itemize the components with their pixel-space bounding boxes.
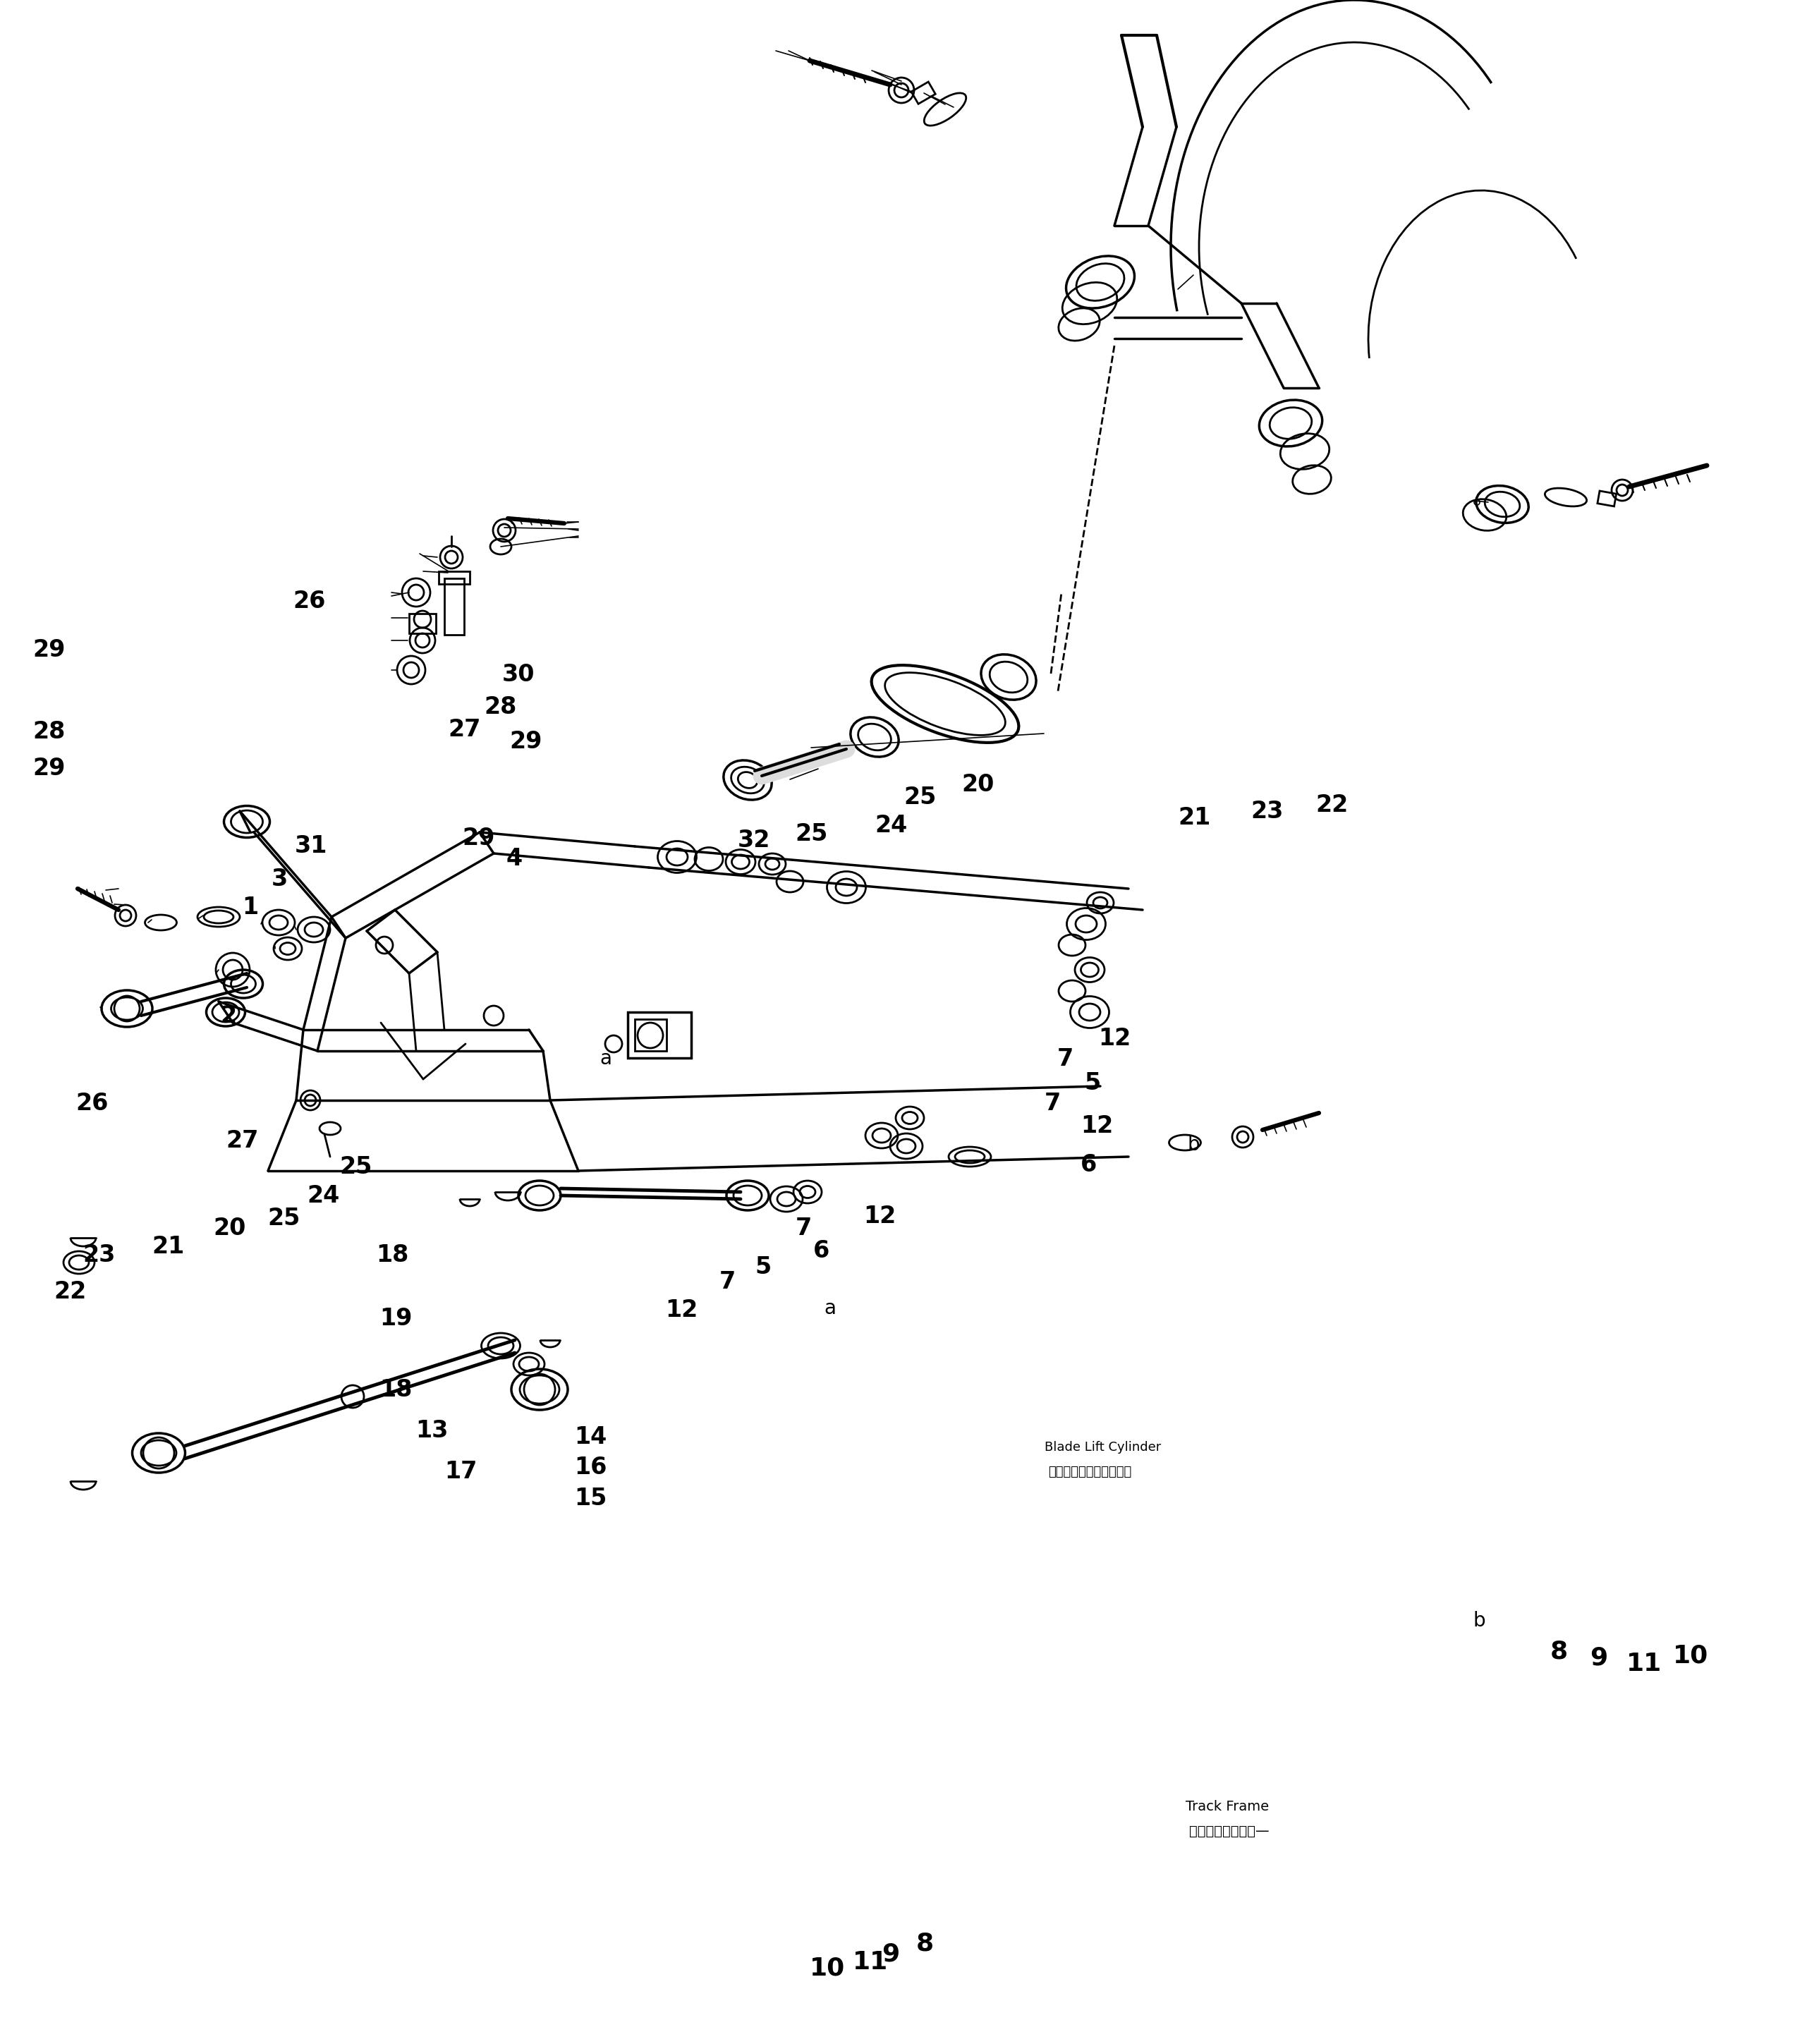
Text: 12: 12: [1099, 1026, 1131, 1051]
Text: 11: 11: [1626, 1652, 1662, 1676]
Text: 5: 5: [1084, 1071, 1100, 1096]
Text: 5: 5: [755, 1255, 772, 1280]
Text: 23: 23: [1250, 799, 1283, 824]
Text: 18: 18: [376, 1243, 408, 1267]
Text: 20: 20: [961, 773, 994, 797]
Text: 7: 7: [719, 1269, 735, 1294]
Text: 3: 3: [271, 867, 287, 891]
Text: 20: 20: [213, 1216, 246, 1241]
Text: 18: 18: [379, 1378, 412, 1402]
Text: 23: 23: [83, 1243, 116, 1267]
Text: 11: 11: [853, 1950, 889, 1975]
Text: 7: 7: [795, 1216, 811, 1241]
Text: 13: 13: [416, 1419, 448, 1443]
Text: 29: 29: [33, 638, 65, 662]
Text: 19: 19: [379, 1306, 412, 1331]
Text: 2: 2: [220, 1004, 237, 1028]
Text: 25: 25: [904, 785, 936, 809]
Text: 15: 15: [575, 1486, 607, 1511]
Text: 17: 17: [445, 1459, 477, 1484]
Text: 7: 7: [1057, 1047, 1073, 1071]
Text: 8: 8: [916, 1932, 934, 1956]
Text: b: b: [1187, 1134, 1200, 1155]
Text: 14: 14: [575, 1425, 607, 1449]
Text: 22: 22: [1315, 793, 1348, 818]
Text: 6: 6: [813, 1239, 829, 1263]
Text: 28: 28: [484, 695, 517, 719]
Bar: [445, 578, 464, 636]
Text: b: b: [1473, 1611, 1485, 1631]
Text: 30: 30: [502, 662, 535, 687]
Text: 25: 25: [795, 822, 828, 846]
Text: 9: 9: [882, 1942, 900, 1966]
Bar: [634, 1020, 667, 1051]
Text: 26: 26: [293, 589, 325, 613]
Text: 24: 24: [875, 814, 907, 838]
Text: 9: 9: [1590, 1645, 1608, 1670]
Text: 7: 7: [1044, 1091, 1061, 1116]
Bar: [439, 572, 470, 585]
Text: 29: 29: [33, 756, 65, 781]
Bar: [408, 613, 435, 634]
Text: 8: 8: [1550, 1639, 1568, 1664]
Text: Track Frame: Track Frame: [1185, 1801, 1269, 1813]
Text: 28: 28: [33, 719, 65, 744]
Text: 1: 1: [242, 895, 258, 920]
Text: 10: 10: [1673, 1643, 1709, 1668]
Text: トラックフレーム—: トラックフレーム—: [1189, 1825, 1269, 1838]
Text: 22: 22: [54, 1280, 87, 1304]
Bar: [1597, 491, 1615, 507]
Bar: [627, 1012, 692, 1059]
Text: 26: 26: [76, 1091, 108, 1116]
Text: 29: 29: [463, 826, 495, 850]
Text: 12: 12: [864, 1204, 896, 1228]
Text: 25: 25: [340, 1155, 372, 1179]
Text: 32: 32: [737, 828, 770, 852]
Text: 27: 27: [448, 717, 481, 742]
Text: a: a: [824, 1298, 837, 1318]
Text: 29: 29: [510, 730, 542, 754]
Text: ブレードリフトシリンダ: ブレードリフトシリンダ: [1048, 1466, 1131, 1478]
Text: 27: 27: [226, 1128, 258, 1153]
Text: 16: 16: [575, 1455, 607, 1480]
Text: 4: 4: [506, 846, 522, 871]
Text: 21: 21: [1178, 805, 1211, 830]
Text: 24: 24: [307, 1183, 340, 1208]
Text: Blade Lift Cylinder: Blade Lift Cylinder: [1044, 1441, 1162, 1453]
Text: 10: 10: [810, 1956, 846, 1981]
Text: 12: 12: [1081, 1114, 1113, 1139]
Bar: [911, 82, 936, 104]
Text: 21: 21: [152, 1235, 184, 1259]
Text: a: a: [600, 1049, 613, 1069]
Text: 31: 31: [295, 834, 327, 858]
Text: 25: 25: [267, 1206, 300, 1230]
Text: 12: 12: [665, 1298, 698, 1322]
Text: 6: 6: [1081, 1153, 1097, 1177]
